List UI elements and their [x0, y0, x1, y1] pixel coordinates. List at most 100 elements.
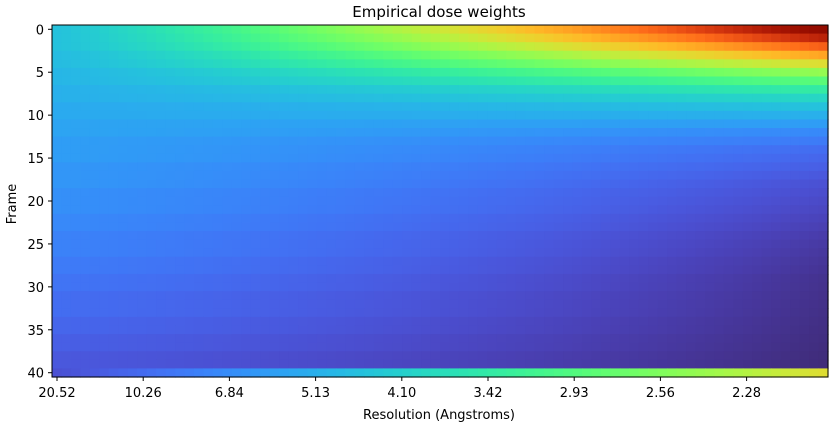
heatmap-cell [563, 119, 574, 129]
heatmap-cell [638, 67, 649, 78]
heatmap-cell [742, 239, 753, 249]
heatmap-cell [430, 308, 441, 318]
heatmap-cell [506, 153, 517, 163]
heatmap-cell [175, 136, 186, 146]
heatmap-cell [430, 188, 441, 198]
heatmap-cell [799, 291, 810, 301]
heatmap-cell [430, 162, 441, 172]
heatmap-cell [591, 67, 602, 78]
heatmap-cell [89, 50, 100, 60]
heatmap-cell [704, 342, 716, 352]
heatmap-cell [373, 351, 384, 361]
heatmap-cell [657, 213, 668, 224]
heatmap-cell [581, 76, 593, 86]
heatmap-cell [383, 248, 394, 258]
heatmap-cell [203, 196, 214, 206]
heatmap-cell [600, 316, 611, 327]
heatmap-cell [89, 308, 100, 318]
heatmap-cell [581, 231, 593, 241]
heatmap-cell [563, 188, 574, 198]
heatmap-cell [695, 119, 706, 129]
heatmap-cell [127, 273, 138, 284]
heatmap-cell [468, 153, 479, 163]
heatmap-cell [629, 33, 640, 43]
heatmap-cell [392, 299, 403, 309]
heatmap-cell [790, 76, 801, 86]
heatmap-cell [714, 239, 725, 249]
heatmap-cell [203, 273, 214, 284]
heatmap-cell [818, 359, 829, 370]
heatmap-cell [231, 222, 242, 232]
heatmap-cell [89, 291, 100, 301]
heatmap-cell [61, 316, 72, 327]
heatmap-cell [184, 248, 195, 258]
heatmap-cell [619, 25, 630, 35]
heatmap-cell [402, 351, 413, 361]
heatmap-cell [676, 205, 687, 215]
heatmap-cell [269, 67, 280, 78]
heatmap-cell [108, 196, 119, 206]
heatmap-cell [591, 342, 602, 352]
heatmap-cell [184, 110, 195, 121]
heatmap-cell [563, 50, 574, 60]
heatmap-cell [89, 265, 100, 275]
heatmap-cell [525, 213, 536, 224]
heatmap-cell [156, 188, 167, 198]
heatmap-cell [89, 316, 100, 327]
heatmap-cell [780, 170, 791, 181]
heatmap-cell [752, 231, 763, 241]
heatmap-cell [298, 179, 309, 189]
heatmap-cell [818, 325, 829, 335]
heatmap-cell [809, 351, 820, 361]
heatmap-cell [638, 196, 649, 206]
heatmap-cell [373, 222, 384, 232]
heatmap-cell [600, 25, 611, 35]
heatmap-cell [70, 128, 81, 138]
heatmap-cell [288, 205, 299, 215]
heatmap-cell [610, 342, 621, 352]
heatmap-cell [241, 59, 252, 69]
heatmap-cell [638, 136, 649, 146]
heatmap-cell [269, 205, 280, 215]
heatmap-cell [345, 67, 356, 78]
heatmap-cell [212, 179, 223, 189]
heatmap-cell [364, 85, 375, 95]
heatmap-cell [279, 85, 290, 95]
heatmap-cell [335, 351, 346, 361]
heatmap-cell [648, 222, 659, 232]
heatmap-cell [723, 128, 734, 138]
heatmap-cell [496, 102, 507, 112]
heatmap-cell [449, 342, 460, 352]
heatmap-cell [752, 213, 763, 224]
heatmap-cell [212, 282, 223, 292]
heatmap-cell [572, 33, 583, 43]
heatmap-cell [222, 342, 233, 352]
heatmap-cell [458, 67, 469, 78]
heatmap-cell [165, 196, 176, 206]
heatmap-cell [742, 93, 753, 103]
heatmap-cell [156, 299, 167, 309]
heatmap-cell [127, 93, 138, 103]
heatmap-cell [610, 179, 621, 189]
heatmap-cell [487, 67, 498, 78]
heatmap-cell [733, 239, 744, 249]
heatmap-cell [752, 128, 763, 138]
heatmap-cell [525, 42, 536, 52]
heatmap-cell [600, 359, 611, 370]
heatmap-cell [704, 316, 716, 327]
heatmap-cell [326, 273, 337, 284]
heatmap-cell [156, 33, 167, 43]
heatmap-cell [534, 59, 545, 69]
heatmap-cell [790, 205, 801, 215]
heatmap-cell [440, 213, 451, 224]
heatmap-cell [222, 239, 233, 249]
heatmap-cell [108, 33, 119, 43]
heatmap-cell [742, 136, 753, 146]
heatmap-cell [70, 110, 81, 121]
heatmap-cell [714, 231, 725, 241]
heatmap-cell [269, 76, 280, 86]
heatmap-cell [269, 351, 280, 361]
heatmap-cell [307, 136, 318, 146]
heatmap-cell [137, 33, 148, 43]
heatmap-cell [544, 162, 555, 172]
